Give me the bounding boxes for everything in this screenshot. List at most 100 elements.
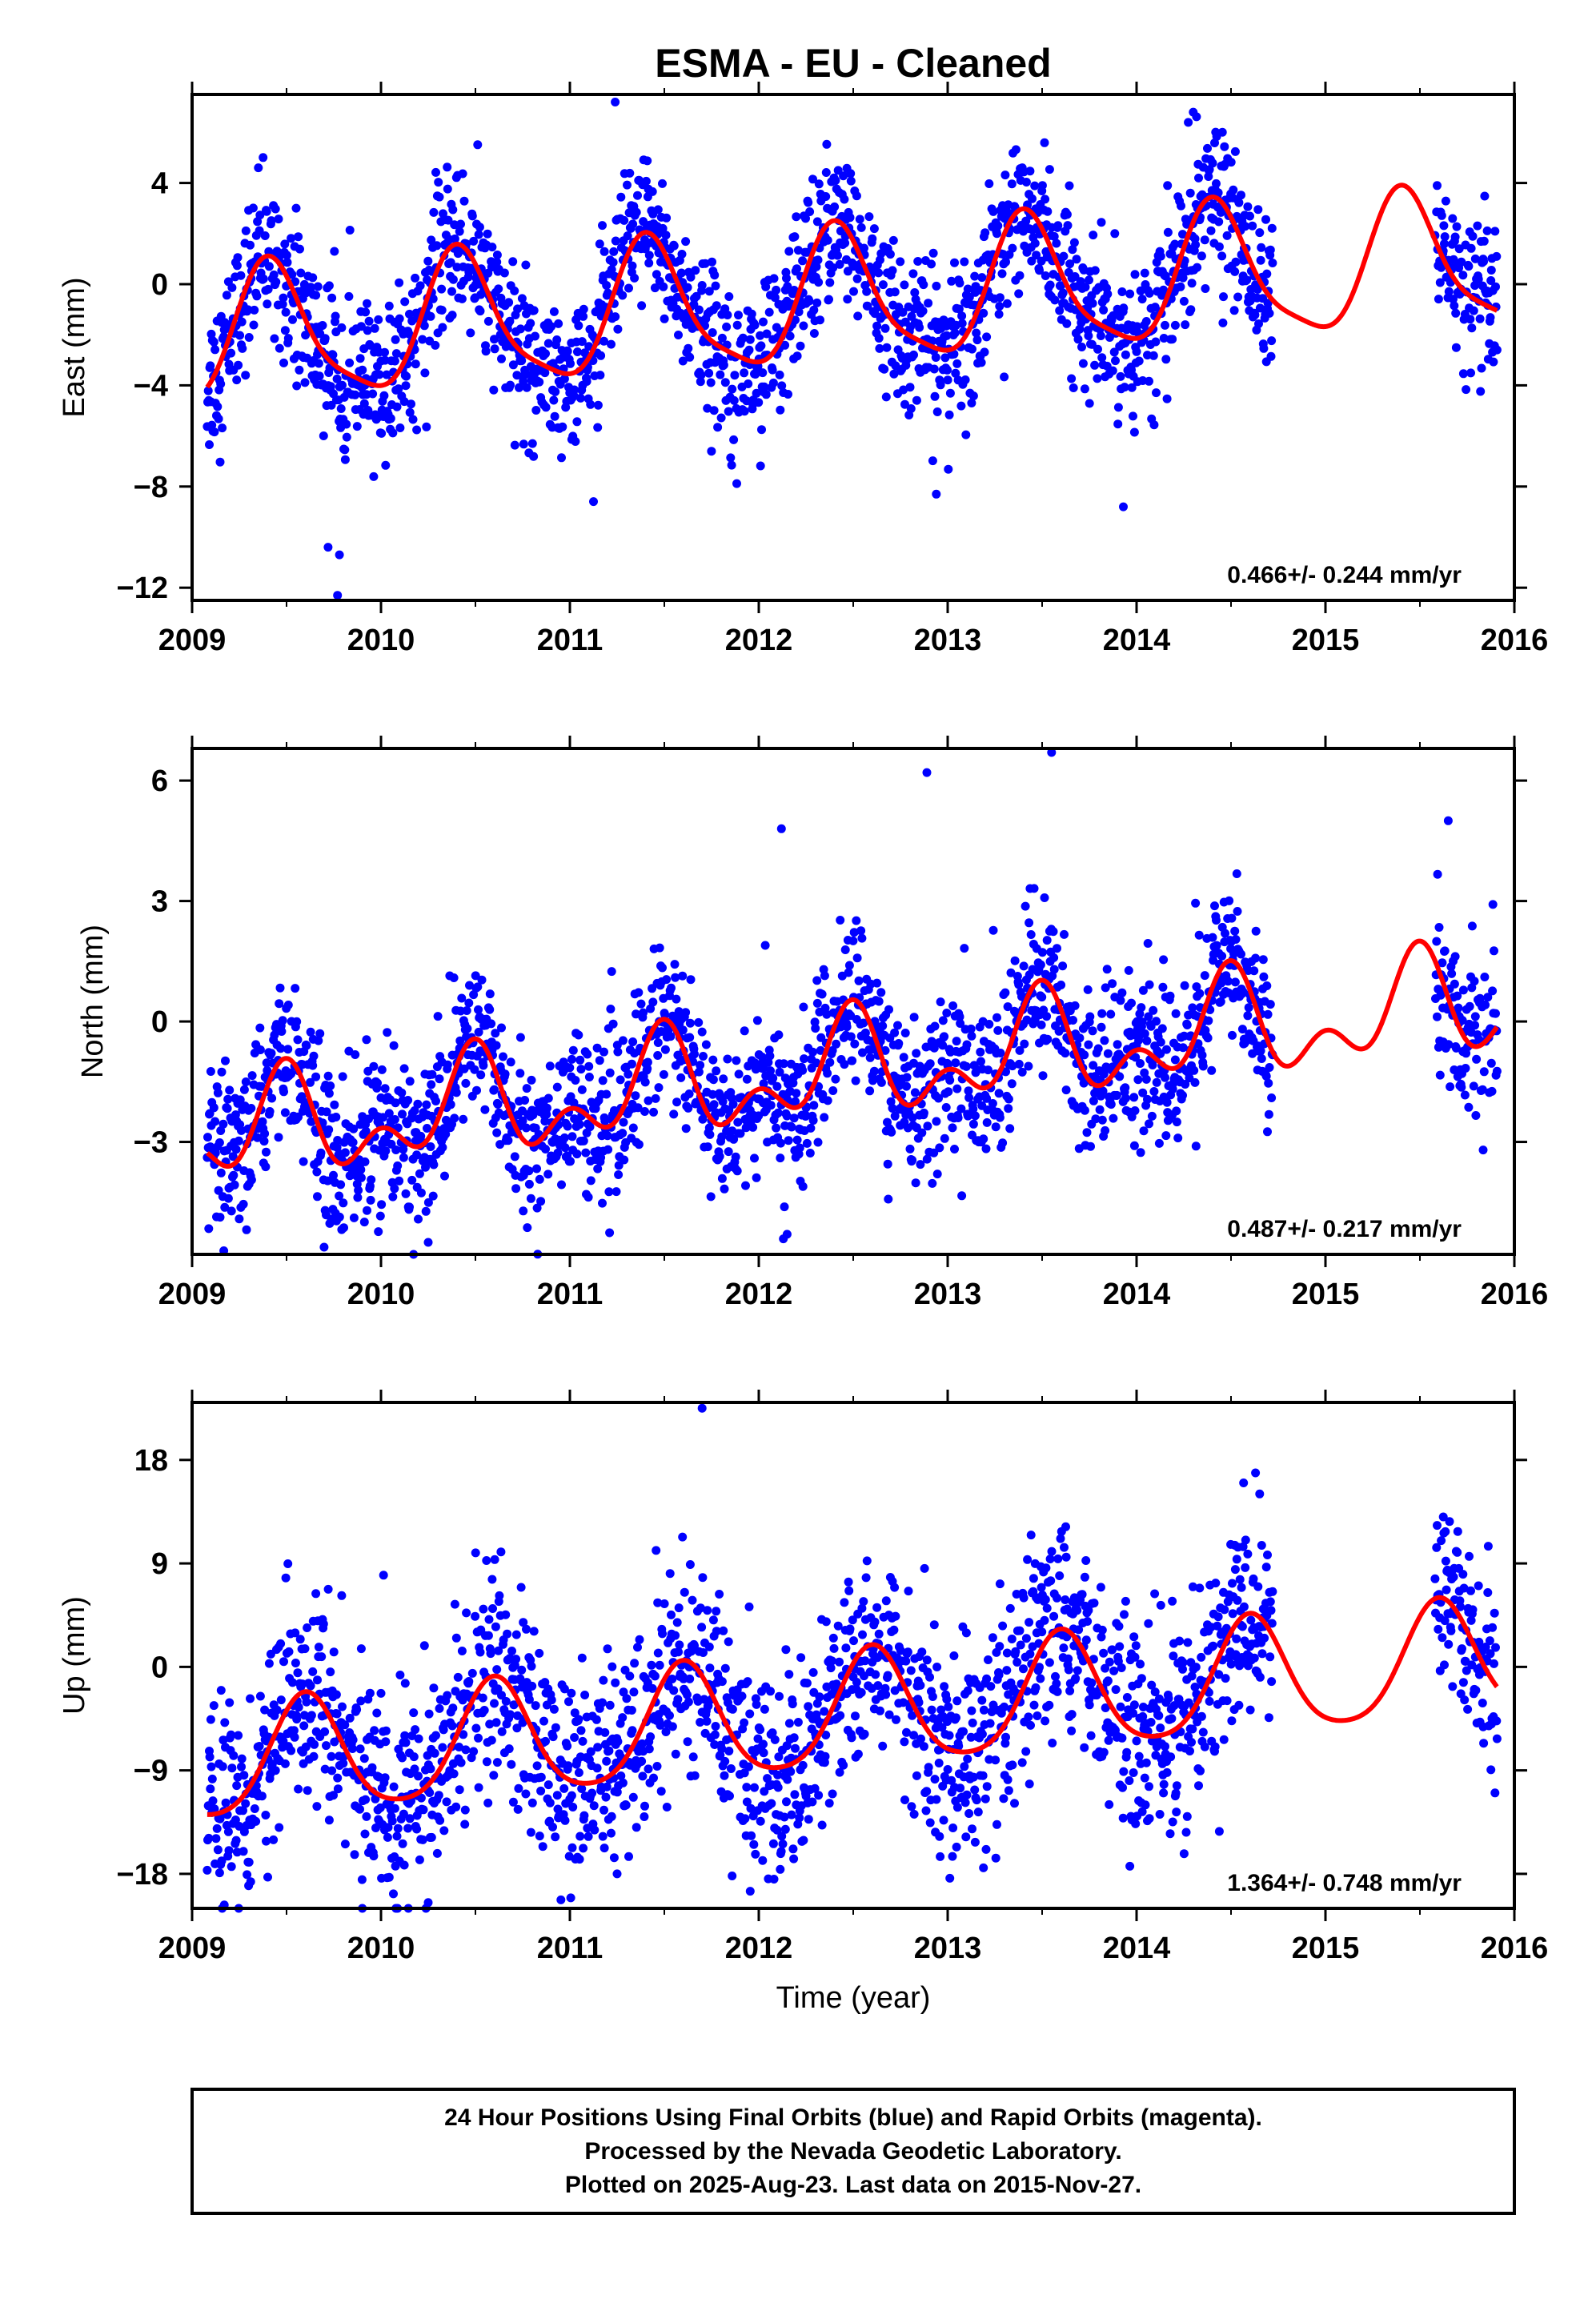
data-point <box>314 1643 323 1652</box>
data-point <box>672 994 681 1004</box>
data-point <box>1052 239 1061 248</box>
data-point <box>1191 898 1201 908</box>
data-point <box>1049 953 1059 962</box>
data-point <box>414 1771 423 1781</box>
data-point <box>1061 1049 1070 1058</box>
data-point <box>784 1136 793 1145</box>
data-point <box>1149 351 1158 360</box>
data-point <box>257 1081 267 1091</box>
data-point <box>1095 1105 1105 1114</box>
data-point <box>1264 1078 1273 1088</box>
data-point <box>808 1047 817 1057</box>
data-point <box>319 1619 328 1629</box>
data-point <box>431 1097 440 1105</box>
data-point <box>1145 1119 1153 1129</box>
data-point <box>412 425 422 435</box>
data-point <box>300 1644 310 1654</box>
data-point <box>252 291 262 301</box>
data-point <box>854 976 864 985</box>
data-point <box>332 374 342 383</box>
data-point <box>709 1100 719 1109</box>
data-point <box>851 1076 860 1085</box>
data-point <box>1230 146 1240 156</box>
data-point <box>1452 222 1462 231</box>
data-point <box>943 375 952 385</box>
data-point <box>1268 259 1277 267</box>
data-point <box>308 1667 318 1676</box>
data-point <box>979 308 988 318</box>
data-point <box>812 998 822 1008</box>
data-point <box>521 260 531 270</box>
data-point <box>952 359 962 368</box>
data-point <box>574 321 583 331</box>
data-point <box>271 1766 280 1775</box>
data-point <box>584 342 594 351</box>
data-point <box>678 971 688 981</box>
data-point <box>633 1643 642 1652</box>
data-point <box>475 1647 485 1657</box>
data-point <box>231 1836 241 1845</box>
data-point <box>662 213 672 223</box>
data-point <box>403 1096 413 1105</box>
data-point <box>431 340 440 350</box>
data-point <box>616 1075 625 1085</box>
data-point <box>928 1178 937 1188</box>
data-point <box>339 1198 348 1208</box>
data-point <box>852 953 862 963</box>
data-point <box>535 1174 544 1184</box>
data-point <box>327 1751 336 1761</box>
data-point <box>716 370 725 379</box>
data-point <box>393 1823 403 1833</box>
data-point <box>724 1637 733 1647</box>
data-point <box>991 1122 1001 1132</box>
data-point <box>906 404 916 413</box>
data-point <box>752 388 761 398</box>
data-point <box>234 360 243 370</box>
data-point <box>638 1771 648 1781</box>
data-point <box>428 294 438 303</box>
data-point <box>363 299 371 308</box>
data-point <box>804 198 813 207</box>
data-point <box>620 1155 629 1165</box>
data-point <box>677 250 687 259</box>
data-point <box>880 364 889 374</box>
data-point <box>1112 1090 1121 1100</box>
data-point <box>258 1117 267 1126</box>
data-point <box>1477 363 1486 373</box>
data-point <box>912 1049 921 1058</box>
data-point <box>398 1839 407 1848</box>
east-points <box>203 98 1502 600</box>
data-point <box>492 1758 502 1767</box>
data-point <box>1084 1040 1093 1049</box>
data-point <box>543 1780 553 1790</box>
data-point <box>963 284 972 294</box>
data-point <box>332 1709 342 1719</box>
data-point <box>217 1067 227 1077</box>
data-point <box>587 1788 597 1798</box>
data-point <box>579 311 588 321</box>
data-point <box>772 1081 782 1091</box>
data-point <box>1093 344 1102 354</box>
data-point <box>517 294 527 303</box>
data-point <box>1080 1050 1089 1060</box>
data-point <box>284 1647 294 1656</box>
data-point <box>338 380 347 390</box>
data-point <box>281 1573 291 1583</box>
data-point <box>461 1078 471 1088</box>
data-point <box>504 1744 514 1754</box>
data-point <box>1230 267 1240 276</box>
data-point <box>1178 1090 1187 1100</box>
data-point <box>281 307 291 317</box>
data-point <box>893 1021 902 1030</box>
data-point <box>499 1052 507 1061</box>
data-point <box>931 353 940 362</box>
data-point <box>694 1017 704 1027</box>
data-point <box>1014 289 1024 299</box>
data-point <box>460 1805 470 1815</box>
data-point <box>1154 1138 1164 1148</box>
data-point <box>1136 286 1145 295</box>
data-point <box>261 1811 271 1819</box>
data-point <box>332 1142 342 1152</box>
data-point <box>1249 966 1259 976</box>
data-point <box>221 1056 230 1065</box>
